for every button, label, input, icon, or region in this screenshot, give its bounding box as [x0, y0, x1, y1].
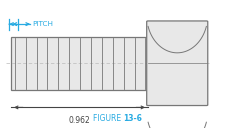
- Text: PITCH: PITCH: [33, 21, 54, 27]
- Text: 13-6: 13-6: [124, 114, 142, 123]
- Bar: [11, 37, 148, 90]
- Text: FIGURE: FIGURE: [93, 114, 124, 123]
- FancyBboxPatch shape: [147, 21, 208, 106]
- Text: 0.962: 0.962: [69, 116, 90, 125]
